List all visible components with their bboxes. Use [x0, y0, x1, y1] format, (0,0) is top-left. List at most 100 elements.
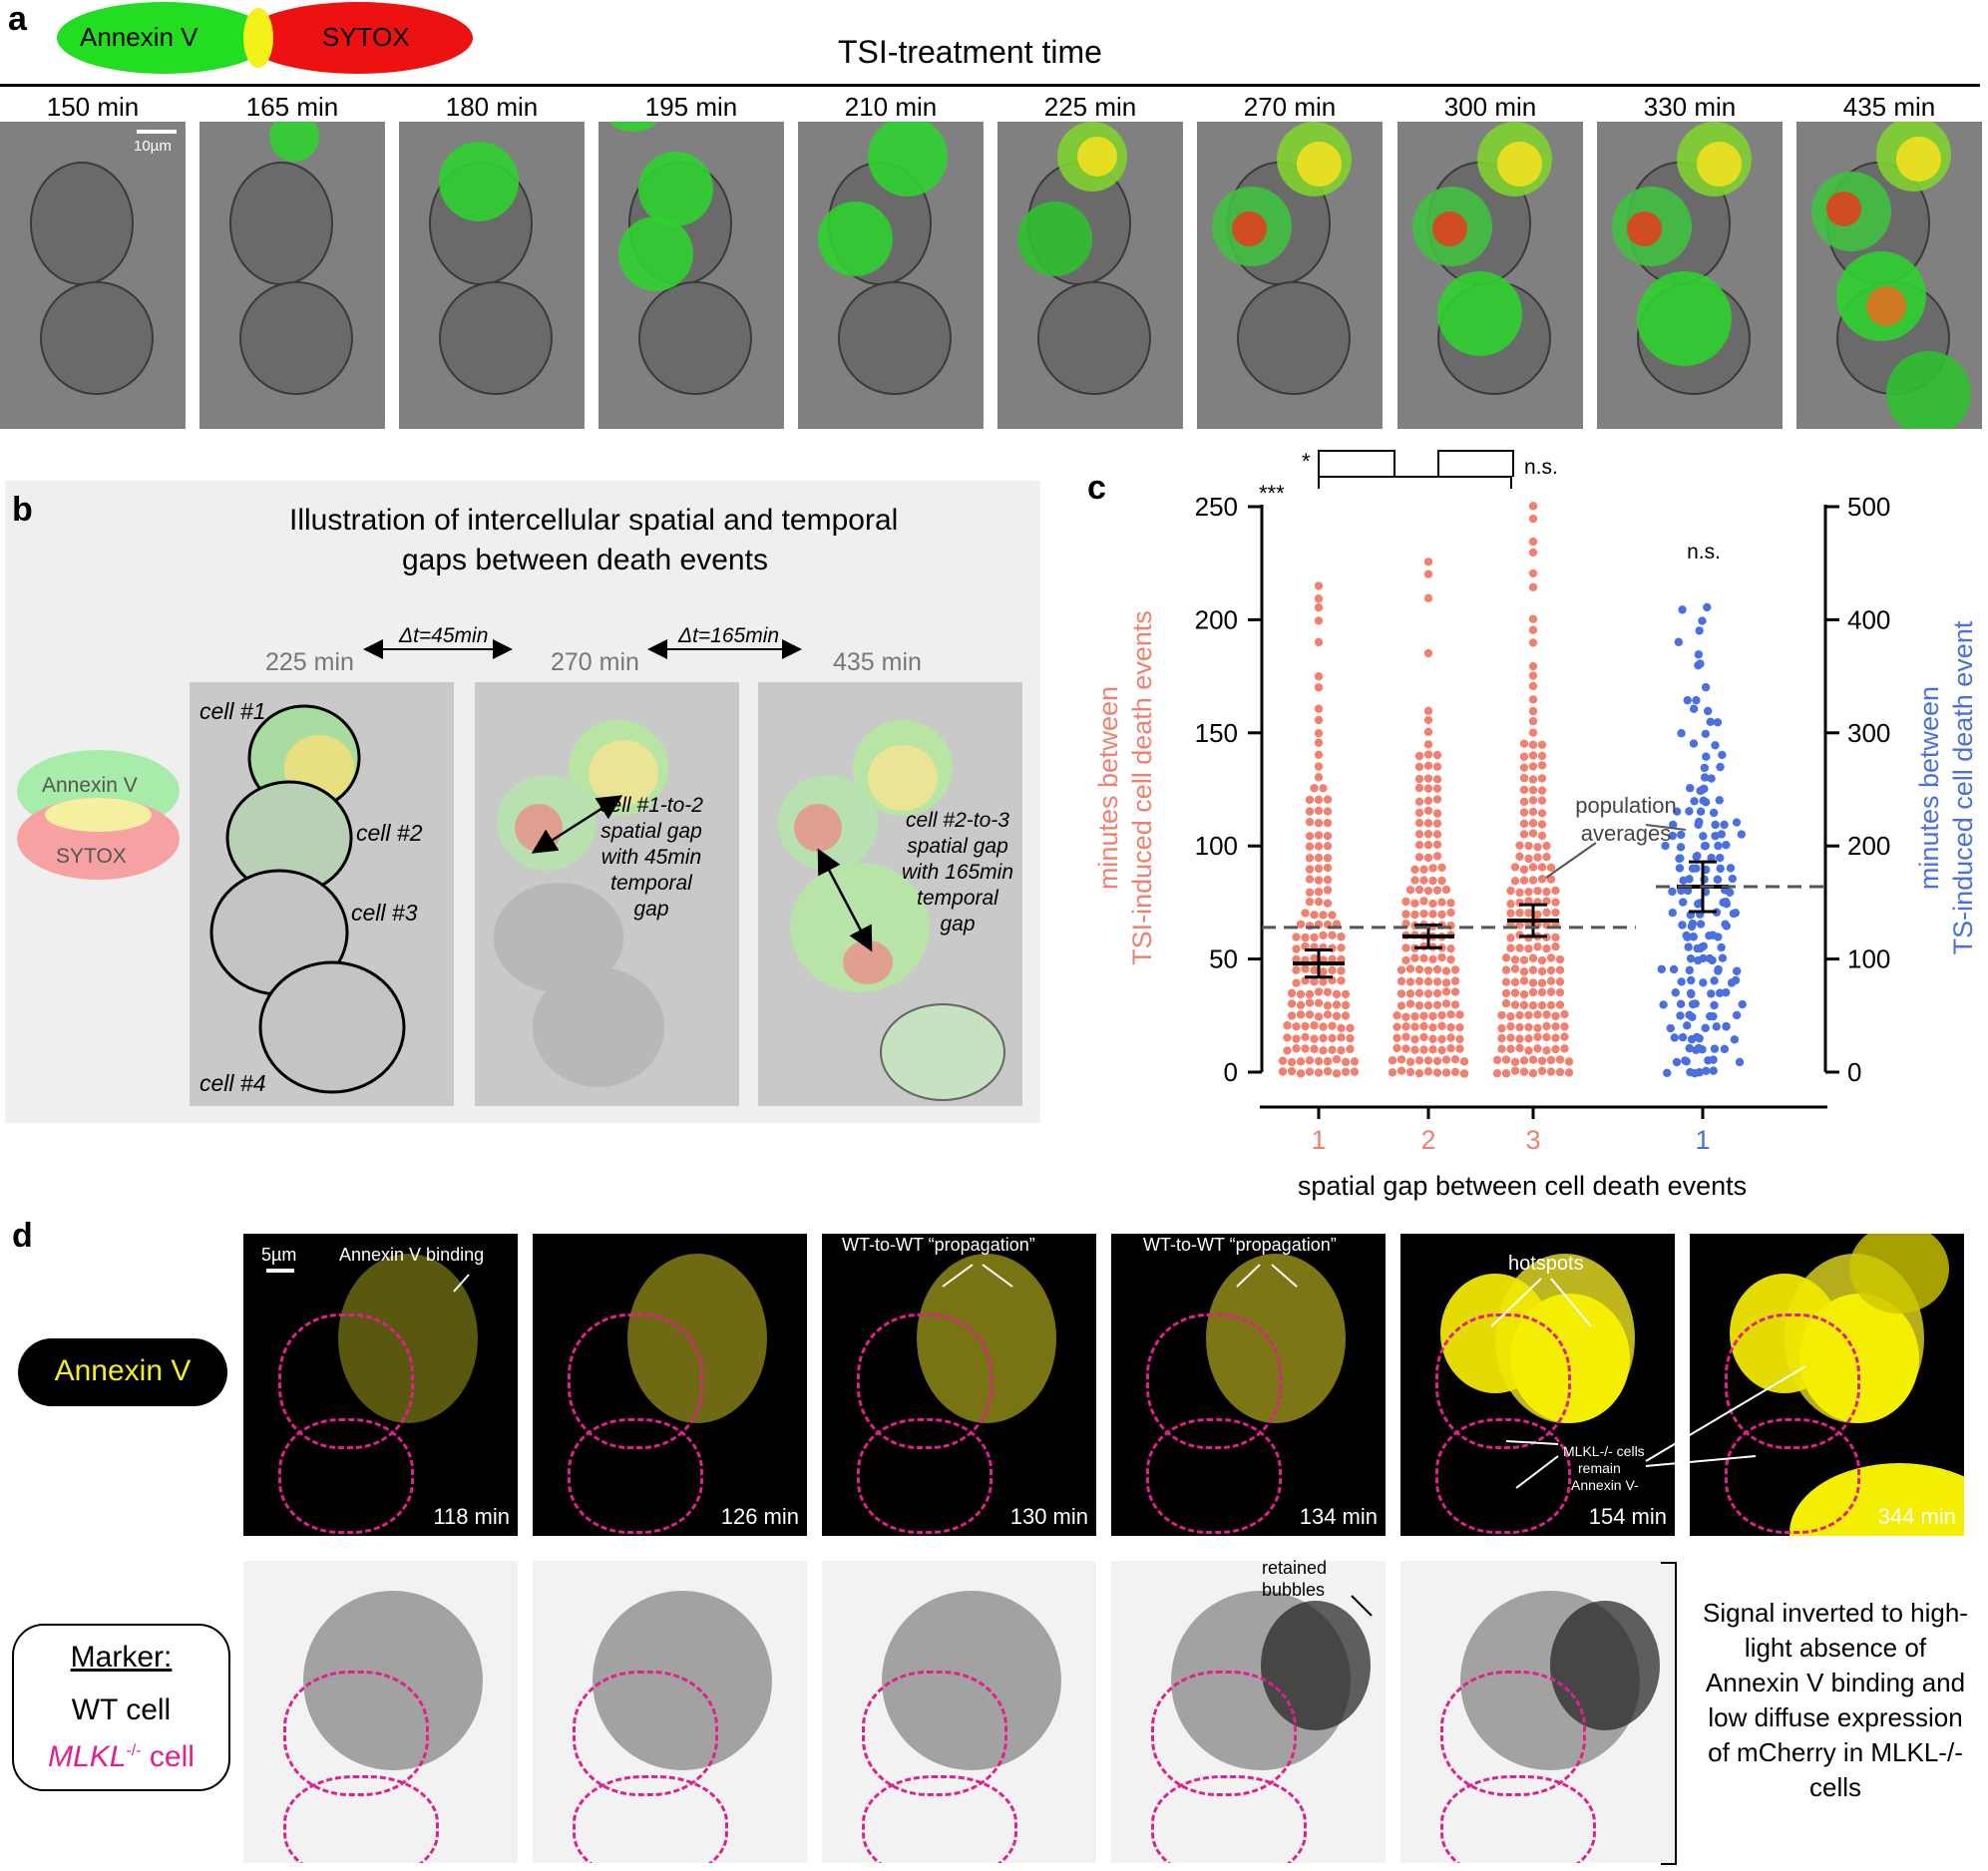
data-point	[1296, 989, 1306, 999]
marker-mlkl-sup: -/-	[126, 1742, 142, 1759]
data-point	[1506, 943, 1515, 952]
timelapse-frame	[997, 122, 1183, 429]
data-point	[1501, 965, 1511, 974]
data-point	[1287, 1066, 1297, 1076]
b-cell-4-label: cell #4	[199, 1070, 266, 1096]
data-point	[1428, 954, 1437, 964]
data-point	[1305, 875, 1315, 884]
timelapse-frame	[798, 122, 984, 429]
data-point	[1450, 1054, 1460, 1064]
data-point	[1506, 934, 1515, 942]
x-tick-label: 1	[1311, 1125, 1326, 1155]
data-point	[1542, 943, 1551, 953]
data-point	[1450, 1067, 1460, 1077]
data-point	[1296, 920, 1306, 929]
annexin-frame: 344 min	[1690, 1234, 1964, 1536]
data-point	[1546, 965, 1556, 975]
data-point	[1419, 865, 1428, 875]
data-point	[1305, 842, 1315, 851]
legend-sytox-text: SYTOX	[322, 22, 410, 52]
mlkl-cell-outline	[1151, 1775, 1307, 1863]
data-point	[1668, 887, 1677, 897]
data-point	[1528, 987, 1538, 997]
data-point	[1292, 978, 1301, 987]
data-point	[1323, 795, 1333, 804]
data-point	[1437, 910, 1446, 920]
marker-mlkl: MLKL-/- cell	[12, 1740, 230, 1774]
data-point	[1729, 909, 1739, 919]
data-point	[1446, 1033, 1455, 1042]
data-point	[1709, 1066, 1718, 1075]
data-point	[1533, 843, 1542, 852]
annexin-frame: 130 min	[822, 1234, 1096, 1536]
mlkl-cell-outline	[1435, 1418, 1571, 1534]
data-point	[1432, 1056, 1442, 1066]
data-point	[1679, 876, 1688, 885]
marker-title: Marker:	[70, 1641, 173, 1674]
data-point	[1305, 897, 1315, 907]
data-point	[1323, 886, 1333, 895]
data-point	[1696, 943, 1705, 953]
data-point	[1428, 899, 1437, 909]
data-point	[1305, 998, 1315, 1007]
data-point	[1528, 671, 1538, 680]
data-point	[1537, 796, 1547, 805]
note-annexin-binding: Annexin V binding	[339, 1245, 485, 1265]
data-point	[1710, 1044, 1720, 1053]
scale-bar-a	[137, 130, 177, 134]
data-point	[1319, 784, 1328, 793]
data-point	[1314, 704, 1324, 713]
y-left-tick-label: 150	[1195, 718, 1238, 748]
data-point	[1314, 762, 1324, 771]
data-point	[1459, 1069, 1469, 1078]
data-point	[1319, 1046, 1328, 1055]
data-point	[1546, 1067, 1556, 1076]
data-point	[1689, 704, 1699, 713]
data-point	[1528, 537, 1538, 547]
data-point	[1515, 1010, 1524, 1020]
data-point	[1497, 1010, 1506, 1020]
data-point	[1698, 616, 1707, 625]
cell-silhouette	[1237, 281, 1351, 395]
cell-silhouette	[229, 162, 333, 285]
fluorescent-cell	[868, 122, 948, 196]
data-point	[1515, 888, 1524, 898]
inverted-note: Signal inverted to high- light absence o…	[1686, 1596, 1985, 1805]
data-point	[1396, 965, 1406, 974]
data-point	[1414, 797, 1424, 807]
data-point	[1699, 832, 1708, 841]
data-point	[1405, 999, 1415, 1008]
data-point	[1437, 876, 1446, 886]
data-point	[1555, 987, 1565, 997]
data-point	[1410, 953, 1419, 962]
b-cell-2-label: cell #2	[356, 820, 423, 846]
data-point	[1305, 795, 1315, 805]
data-point	[1410, 1045, 1419, 1054]
data-point	[1528, 1055, 1538, 1064]
data-point	[1528, 661, 1538, 671]
data-point	[1314, 672, 1324, 681]
data-point	[1455, 1010, 1464, 1019]
data-point	[1419, 909, 1428, 919]
data-point	[1432, 852, 1442, 861]
data-point	[1314, 683, 1324, 692]
y-right-title: minutes between TS-induced cell death eve…	[1914, 620, 1978, 954]
data-point	[1551, 933, 1560, 941]
data-point	[1533, 887, 1542, 896]
data-point	[1437, 1021, 1446, 1031]
data-point	[1405, 964, 1415, 973]
annexin-label-pill	[18, 1338, 227, 1406]
data-point	[1695, 626, 1704, 635]
data-point	[1328, 931, 1337, 939]
panel-a-rule	[0, 84, 1980, 87]
data-point	[1310, 911, 1319, 920]
legend-annexin-text: Annexin V	[80, 22, 199, 52]
data-point	[1528, 751, 1538, 760]
data-point	[1701, 729, 1711, 739]
b-gap2-line: cell #2-to-3	[906, 809, 1009, 832]
pop-avg-label: population	[1575, 793, 1677, 818]
data-point	[1564, 1057, 1574, 1066]
data-point	[1432, 830, 1442, 839]
data-point	[1401, 910, 1410, 919]
data-point	[1537, 809, 1547, 818]
